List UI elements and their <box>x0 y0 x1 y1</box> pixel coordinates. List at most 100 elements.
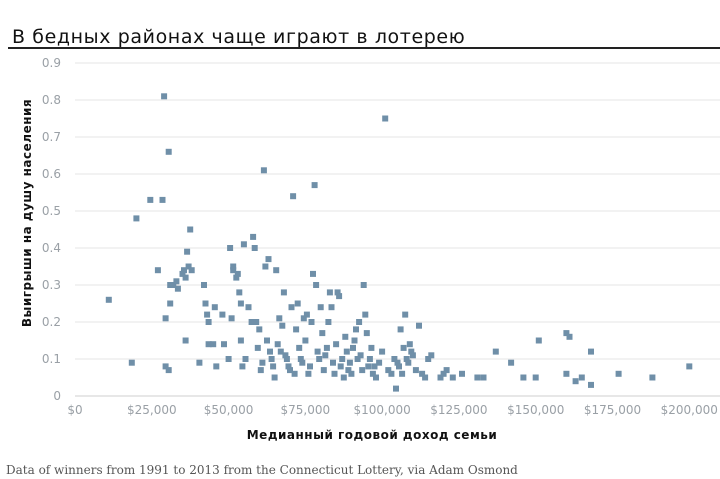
data-point <box>182 274 189 281</box>
data-point <box>302 337 309 344</box>
y-axis-title: Выигрыши на душу населения <box>20 99 34 327</box>
data-point <box>403 356 410 362</box>
data-point <box>202 300 209 307</box>
data-point <box>373 374 379 381</box>
data-point <box>288 304 295 311</box>
data-points <box>105 93 693 392</box>
data-point <box>345 367 352 374</box>
data-point <box>342 333 349 340</box>
x-tick-label: $175,000 <box>584 403 641 417</box>
data-point <box>532 374 539 381</box>
data-point <box>270 363 277 370</box>
data-point <box>299 359 306 366</box>
data-point <box>300 315 307 322</box>
data-point <box>211 304 218 311</box>
data-point <box>319 330 326 337</box>
data-point <box>649 374 656 381</box>
top-band <box>0 0 720 24</box>
data-point <box>225 356 232 362</box>
y-tick-label: 0.4 <box>42 241 61 255</box>
data-point <box>474 374 481 381</box>
data-point <box>230 267 237 274</box>
data-point <box>188 267 195 274</box>
data-point <box>294 300 301 307</box>
data-point <box>250 233 257 240</box>
data-point <box>233 274 240 281</box>
data-point <box>147 196 154 203</box>
data-point <box>228 315 235 322</box>
data-point <box>572 378 579 385</box>
data-point <box>366 356 373 362</box>
y-tick-labels: 0 0.1 0.2 0.3 0.4 0.5 0.6 0.7 0.8 0.9 <box>42 56 61 403</box>
data-point <box>397 326 404 333</box>
data-point <box>297 356 304 362</box>
data-point <box>236 289 243 296</box>
data-point <box>187 226 194 233</box>
data-point <box>279 322 286 329</box>
data-point <box>285 363 292 370</box>
data-point <box>240 241 247 248</box>
data-point <box>357 352 364 359</box>
data-point <box>362 311 369 318</box>
data-point <box>405 359 412 366</box>
data-point <box>416 322 422 329</box>
data-point <box>409 352 416 359</box>
data-point <box>394 359 401 366</box>
data-point <box>274 341 281 348</box>
data-point <box>196 359 203 366</box>
data-point <box>260 167 267 174</box>
data-point <box>210 341 217 348</box>
data-point <box>201 282 207 288</box>
data-point <box>276 315 283 322</box>
data-point <box>227 245 234 251</box>
data-point <box>326 289 333 296</box>
data-point <box>204 311 211 318</box>
data-point <box>422 374 429 381</box>
y-tick-label: 0.2 <box>42 315 61 329</box>
data-point <box>280 289 287 296</box>
chart-title: В бедных районах чаще играют в лотерею <box>12 26 466 48</box>
data-point <box>265 256 272 263</box>
data-point <box>310 270 316 277</box>
data-point <box>330 359 336 366</box>
x-tick-label: $0 <box>67 403 82 417</box>
y-tick-label: 0.9 <box>42 56 61 70</box>
data-point <box>311 182 318 189</box>
data-point <box>346 359 353 366</box>
data-point <box>254 344 261 351</box>
x-tick-label: $50,000 <box>204 403 254 417</box>
data-point <box>264 337 270 344</box>
data-point <box>480 374 487 381</box>
data-point <box>162 363 169 370</box>
data-point <box>296 344 303 351</box>
data-point <box>343 348 350 355</box>
data-point <box>382 115 389 122</box>
data-point <box>353 326 359 333</box>
data-point <box>154 267 161 274</box>
data-point <box>268 356 275 362</box>
data-point <box>351 337 358 344</box>
data-point <box>256 326 263 333</box>
data-point <box>185 263 192 270</box>
data-point <box>588 348 594 355</box>
source-note: Data of winners from 1991 to 2013 from t… <box>6 463 518 477</box>
data-point <box>348 370 355 377</box>
data-point <box>282 352 289 359</box>
data-point <box>520 374 527 381</box>
x-tick-label: $100,000 <box>354 403 411 417</box>
x-tick-label: $125,000 <box>430 403 487 417</box>
data-point <box>428 352 435 359</box>
data-point <box>159 196 166 203</box>
title-rule <box>8 47 720 49</box>
data-point <box>425 356 432 362</box>
data-point <box>566 333 573 340</box>
data-point <box>391 356 398 362</box>
data-point <box>237 337 244 344</box>
data-point <box>376 359 383 366</box>
data-point <box>287 367 293 374</box>
data-point <box>219 311 226 318</box>
data-point <box>354 356 361 362</box>
data-point <box>314 348 321 355</box>
